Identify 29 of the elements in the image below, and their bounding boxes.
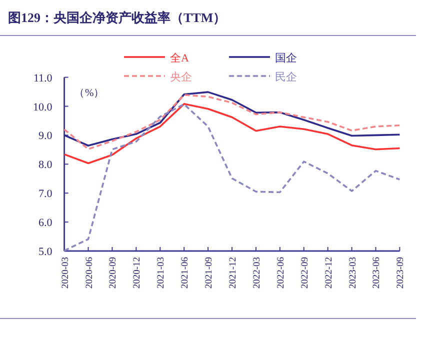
- x-tick-label: 2022-03: [252, 256, 262, 289]
- x-tick-label: 2021-09: [204, 256, 215, 289]
- legend-label: 全A: [170, 52, 189, 64]
- y-tick-label: 8.0: [38, 159, 53, 172]
- x-tick-label: 2020-12: [132, 256, 143, 289]
- x-tick-label: 2023-03: [348, 256, 358, 289]
- chart-title: 图129：央国企净资产收益率（TTM）: [8, 10, 226, 25]
- x-tick-label: 2023-06: [372, 256, 382, 289]
- x-tick-label: 2020-03: [60, 256, 71, 289]
- legend-label: 国企: [275, 52, 297, 64]
- x-tick-label: 2022-09: [300, 256, 310, 289]
- legend-label: 央企: [170, 70, 192, 84]
- x-tick-label: 2022-06: [276, 256, 286, 289]
- x-tick-label: 2021-03: [156, 256, 167, 289]
- y-tick-label: 11.0: [33, 72, 53, 84]
- y-tick-label: 5.0: [38, 246, 53, 258]
- y-tick-label: 7.0: [38, 188, 53, 200]
- x-tick-label: 2021-12: [228, 256, 238, 289]
- legend-label: 民企: [275, 72, 297, 84]
- x-tick-label: 2020-09: [108, 256, 119, 289]
- y-axis-title: （%）: [74, 88, 105, 99]
- x-tick-label: 2021-06: [180, 256, 191, 289]
- y-tick-label: 10.0: [33, 101, 53, 114]
- x-tick-label: 2022-12: [324, 256, 334, 289]
- y-tick-label: 6.0: [38, 217, 53, 230]
- line-series: [63, 103, 401, 164]
- x-tick-label: 2023-09: [396, 256, 406, 289]
- x-tick-label: 2020-06: [84, 256, 95, 289]
- y-tick-label: 9.0: [38, 130, 53, 142]
